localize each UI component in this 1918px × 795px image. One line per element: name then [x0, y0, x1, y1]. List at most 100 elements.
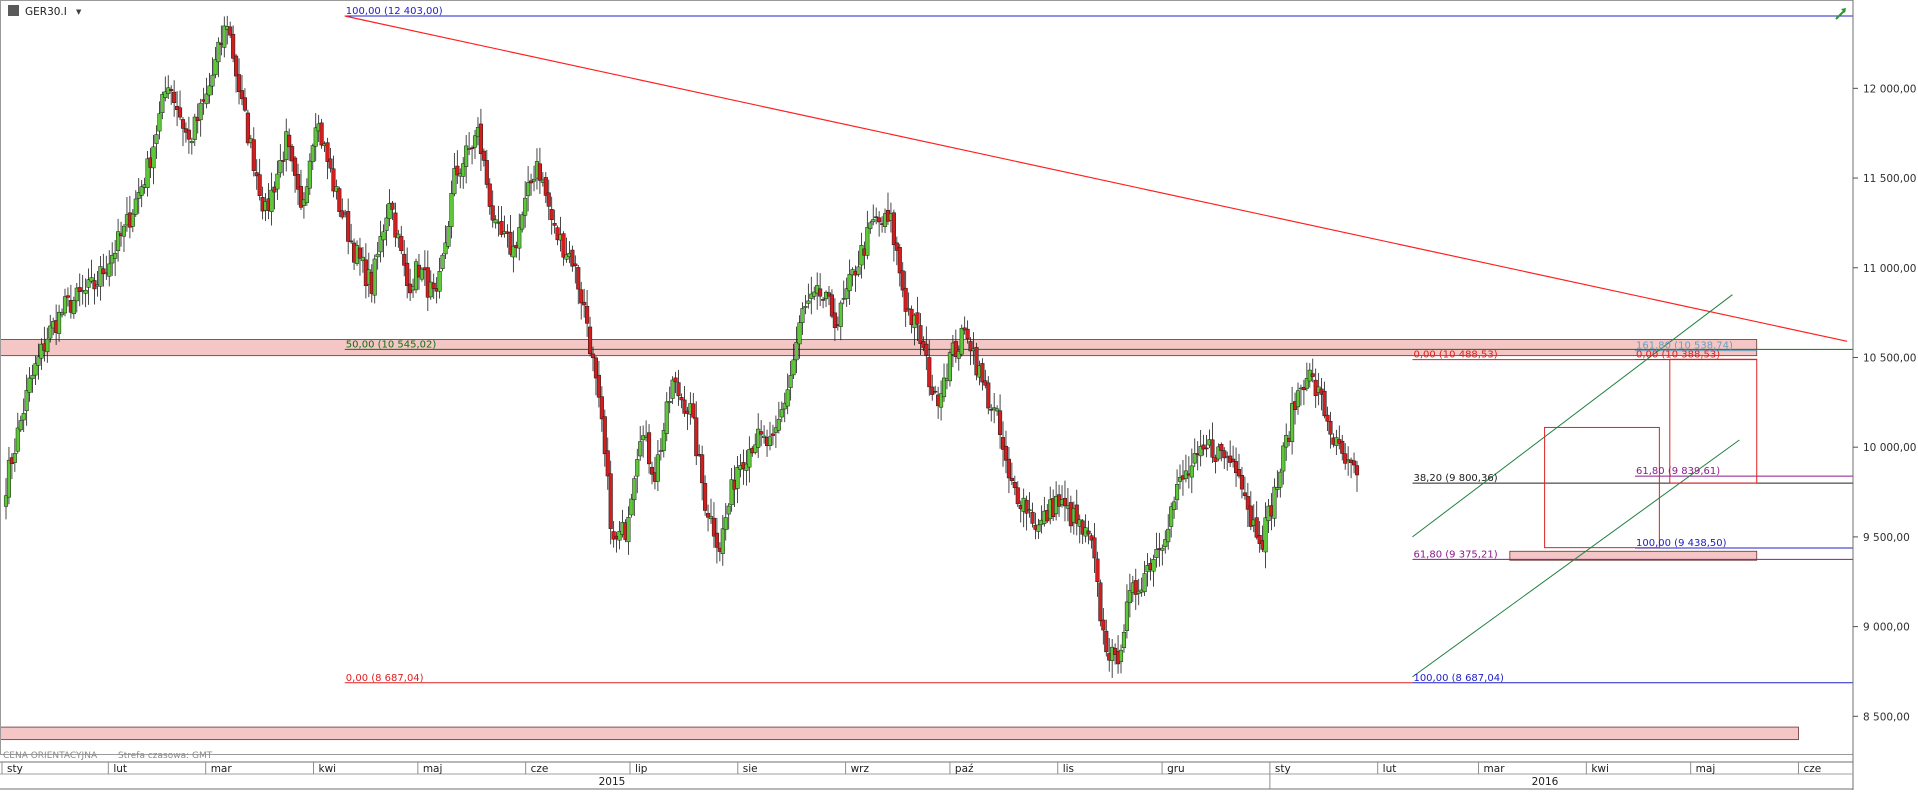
candle: [708, 498, 714, 524]
candle: [1340, 434, 1345, 461]
box-apr[interactable]: [1669, 358, 1758, 484]
candle: [399, 225, 404, 255]
candle: [275, 160, 280, 201]
zones-layer: [0, 339, 1799, 741]
candle: [829, 289, 834, 319]
candle: [446, 220, 451, 249]
time-axis: sty lut mar kwi maj cze lip sie wrz paź lis gru sty l…: [0, 761, 1853, 790]
candle: [826, 286, 832, 306]
instrument-header[interactable]: GER30.I ▼: [8, 5, 82, 18]
candle: [186, 116, 191, 154]
level-label-fib618: 61,80 (9 375,21): [1413, 549, 1497, 560]
trend-arrow-icon[interactable]: [1835, 8, 1846, 20]
candle: [393, 202, 398, 247]
candle: [337, 186, 342, 217]
candle: [529, 173, 534, 196]
candle: [664, 392, 669, 442]
candle: [384, 204, 389, 246]
candle: [304, 178, 309, 206]
candle: [163, 76, 168, 102]
chevron-down-icon[interactable]: ▼: [76, 8, 82, 16]
level-label-fib100-bottom: 100,00 (8 687,04): [1413, 673, 1504, 684]
candle: [65, 287, 70, 307]
candle: [762, 425, 767, 444]
y-tick-label: 10 000,00: [1863, 442, 1916, 454]
candle: [319, 118, 324, 149]
candle: [626, 506, 631, 555]
candle: [6, 446, 11, 505]
candle: [1024, 495, 1029, 531]
box-mar[interactable]: [1544, 426, 1660, 549]
candle: [228, 21, 233, 39]
candle: [157, 101, 162, 140]
candle: [602, 409, 607, 467]
candle: [661, 422, 666, 458]
month-label: sie: [743, 763, 758, 775]
candle: [576, 264, 581, 305]
channel-line-0[interactable]: [1412, 294, 1733, 538]
candle: [641, 425, 646, 458]
candle: [753, 433, 758, 455]
channel-line-1[interactable]: [1412, 439, 1740, 678]
price-type-label: CENA ORIENTACYJNA: [3, 751, 98, 761]
y-tick-label: 11 500,00: [1863, 173, 1916, 185]
candle: [101, 253, 106, 287]
candle: [803, 294, 808, 315]
levels-layer: [344, 15, 1853, 684]
resistance-zone[interactable]: [0, 339, 1758, 357]
candle: [231, 25, 236, 63]
candle: [24, 374, 29, 426]
candle: [1201, 434, 1206, 456]
candle: [682, 385, 687, 417]
candle: [770, 424, 775, 446]
candle: [236, 58, 242, 105]
month-label: cze: [1803, 763, 1821, 775]
candle: [832, 298, 837, 341]
candle: [1000, 421, 1006, 467]
candle: [582, 288, 587, 318]
year-label: 2016: [1532, 776, 1559, 788]
candle: [647, 424, 652, 474]
candle: [691, 392, 696, 420]
candle: [1189, 448, 1194, 494]
candle: [39, 338, 44, 370]
candle: [1248, 491, 1253, 531]
candle: [1222, 447, 1227, 470]
candle: [360, 247, 365, 273]
candle: [980, 358, 985, 391]
low-zone[interactable]: [0, 726, 1799, 741]
candle: [1151, 554, 1156, 587]
candle: [939, 380, 944, 421]
support-zone[interactable]: [1509, 550, 1758, 561]
candle: [720, 514, 725, 566]
candle: [1095, 551, 1100, 597]
candle: [676, 369, 681, 406]
y-tick-label: 8 500,00: [1863, 711, 1910, 723]
timezone-label: Strefa czasowa: GMT: [118, 751, 213, 761]
candle: [599, 386, 604, 432]
candle: [1169, 502, 1174, 538]
candle: [331, 155, 336, 198]
candle: [995, 405, 1000, 416]
candle: [71, 296, 76, 319]
candle: [797, 315, 802, 359]
candle: [1142, 560, 1147, 597]
candle: [818, 273, 823, 307]
candle: [77, 273, 82, 307]
drawing-lines-layer: [344, 15, 1848, 678]
candle: [537, 147, 542, 195]
candle: [287, 128, 292, 161]
candle: [207, 72, 212, 104]
downtrend-line[interactable]: [344, 15, 1848, 342]
candle: [254, 159, 259, 190]
candle: [1133, 568, 1138, 610]
candle: [543, 172, 548, 204]
candle: [667, 386, 672, 414]
candle: [1163, 530, 1168, 554]
candle: [989, 404, 994, 422]
candle: [891, 209, 896, 262]
candle: [974, 342, 979, 381]
month-label: lis: [1063, 763, 1074, 775]
